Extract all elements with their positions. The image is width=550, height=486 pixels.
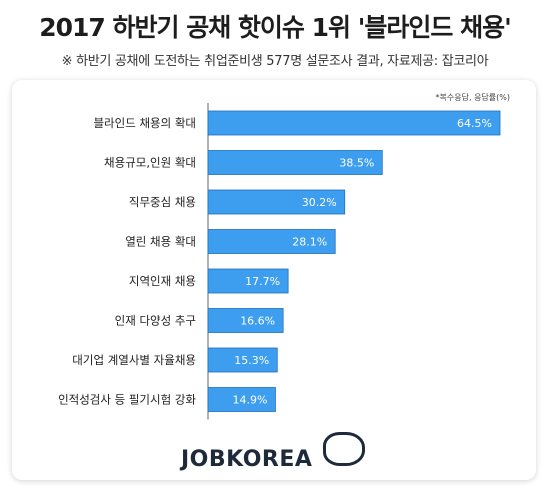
bar [207,150,383,175]
category-label: 인재 다양성 추구 [115,314,196,328]
category-label: 대기업 계열사별 자율채용 [72,353,196,367]
bar [207,268,289,294]
bar [207,347,278,373]
chart-title: 2017 하반기 공채 핫이슈 1위 '블라인드 채용' [39,13,512,42]
category-label: 열린 채용 확대 [125,235,196,249]
response-note: *복수응답, 응답률(%) [435,93,510,102]
value-label: 64.5% [457,117,492,130]
category-label: 인적성검사 등 필기시험 강화 [58,393,196,407]
value-label: 14.9% [233,394,268,407]
chart-subtitle: ※ 하반기 공채에 도전하는 취업준비생 577명 설문조사 결과, 자료제공:… [61,54,489,69]
value-label: 38.5% [339,157,374,170]
bar [207,308,284,333]
bar [207,387,276,412]
category-label: 직무중심 채용 [129,195,196,209]
value-label: 15.3% [234,354,269,367]
value-label: 17.7% [245,275,280,288]
value-label: 28.1% [292,236,327,249]
jobkorea-logo: JOBKOREA [181,447,313,472]
bar [207,110,501,136]
category-label: 지역인재 채용 [129,274,196,288]
category-label: 채용규모,인원 확대 [104,156,196,170]
value-label: 30.2% [302,196,337,209]
value-label: 16.6% [240,315,275,328]
bar [207,189,346,215]
category-label: 블라인드 채용의 확대 [93,116,196,130]
logo-mark-icon [323,432,365,466]
bar [207,229,336,254]
